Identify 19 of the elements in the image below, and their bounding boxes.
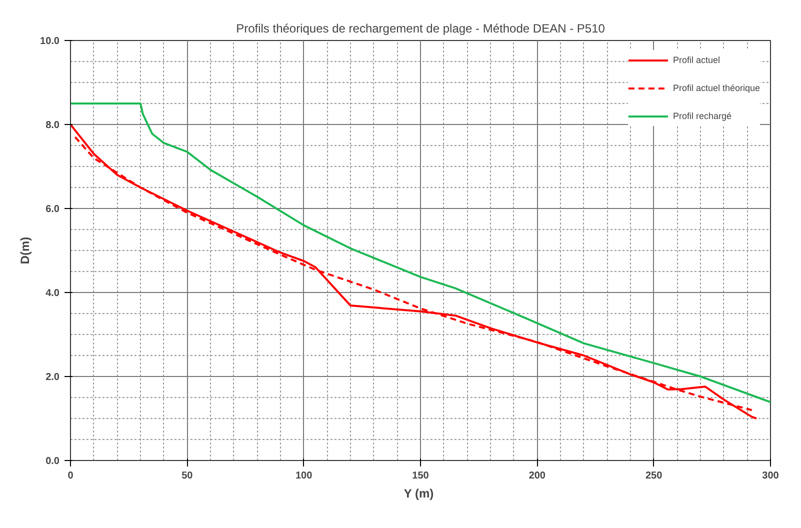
x-tick-label: 50	[182, 470, 194, 482]
x-tick-label: 250	[645, 470, 663, 482]
chart-title: Profils théoriques de rechargement de plage - Méthode DEAN - P510	[236, 22, 606, 36]
y-tick-label: 0.0	[46, 456, 60, 467]
y-axis-title: D(m)	[18, 236, 32, 264]
x-tick-label: 200	[528, 470, 546, 482]
legend-label: Profil actuel théorique	[672, 83, 760, 93]
y-tick-label: 6.0	[46, 204, 60, 215]
x-tick-label: 100	[295, 470, 313, 482]
y-tick-label: 8.0	[46, 120, 60, 131]
legend-label: Profil rechargé	[672, 111, 732, 121]
y-tick-label: 10.0	[40, 36, 60, 47]
x-tick-label: 300	[762, 470, 780, 482]
y-tick-label: 2.0	[46, 372, 60, 383]
x-tick-label: 0	[68, 470, 74, 482]
y-tick-label: 4.0	[46, 288, 60, 299]
x-axis-title: Y (m)	[404, 486, 434, 500]
x-tick-label: 150	[412, 470, 430, 482]
legend-label: Profil actuel	[672, 55, 720, 65]
